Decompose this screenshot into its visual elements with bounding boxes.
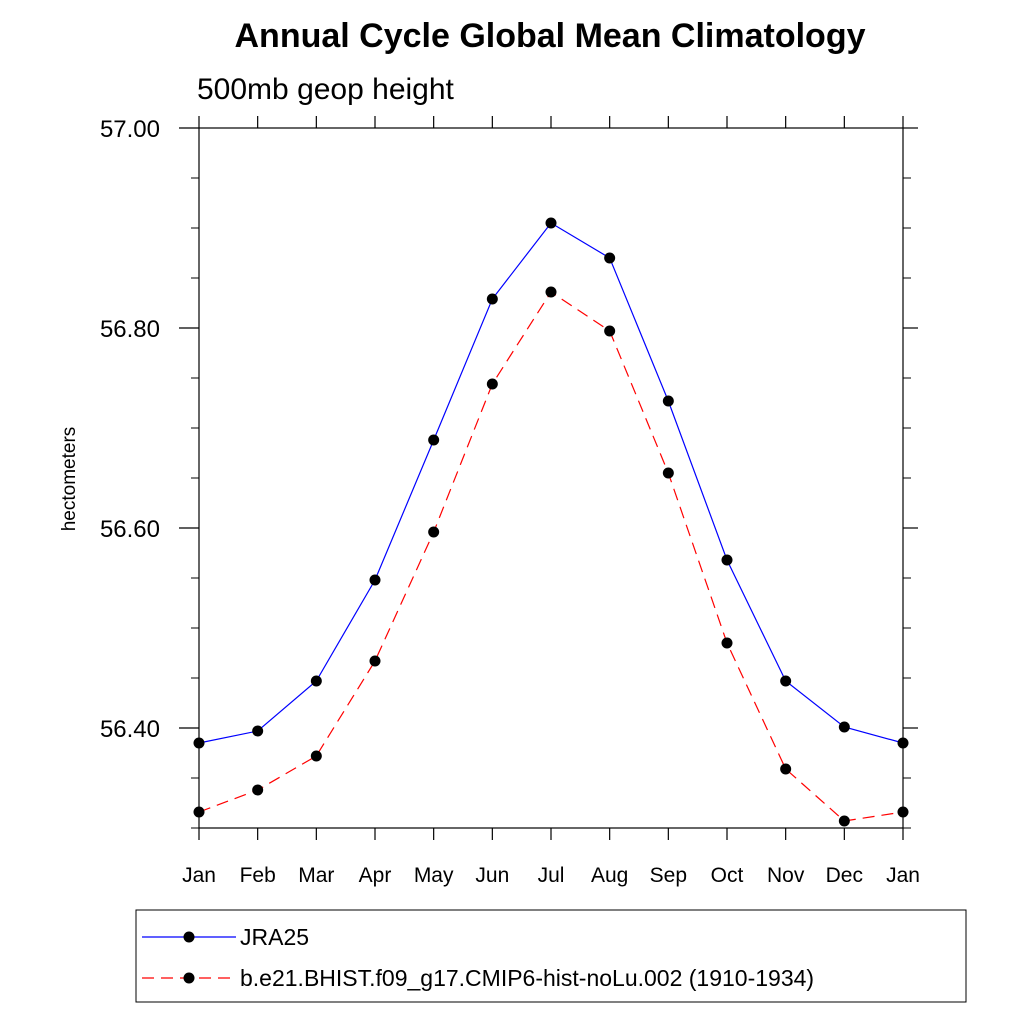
x-tick-label: Jul [538, 864, 565, 887]
data-point-series-0 [838, 721, 850, 733]
axis-ticks [179, 116, 918, 840]
y-tick-labels: 56.40 56.60 56.80 57.00 [100, 116, 160, 743]
x-tick-label: Nov [767, 864, 805, 887]
data-point-series-1 [721, 637, 733, 649]
legend-label-model: b.e21.BHIST.f09_g17.CMIP6-hist-noLu.002 … [240, 965, 814, 991]
data-point-series-0 [369, 574, 381, 586]
y-tick-label: 56.40 [100, 716, 160, 743]
x-tick-label: Dec [826, 864, 863, 887]
data-point-series-1 [838, 815, 850, 827]
data-point-series-1 [252, 784, 264, 796]
y-tick-label: 57.00 [100, 116, 160, 143]
data-point-series-0 [721, 554, 733, 566]
data-point-series-0 [780, 675, 792, 687]
data-point-series-1 [193, 806, 205, 818]
plot-frame [198, 127, 904, 829]
data-point-series-0 [310, 675, 322, 687]
series-lines [198, 222, 904, 822]
data-point-series-0 [486, 293, 498, 305]
x-tick-label: Jun [475, 864, 509, 887]
data-point-series-0 [897, 737, 909, 749]
y-tick-label: 56.80 [100, 316, 160, 343]
data-point-series-0 [428, 434, 440, 446]
data-point-series-1 [486, 378, 498, 390]
data-point-series-1 [369, 655, 381, 667]
data-point-series-1 [428, 526, 440, 538]
x-tick-label: Aug [591, 864, 628, 887]
series-points [193, 217, 909, 827]
y-axis-label: hectometers [59, 427, 80, 532]
x-tick-label: Oct [711, 864, 744, 887]
data-point-series-0 [662, 395, 674, 407]
legend: JRA25 b.e21.BHIST.f09_g17.CMIP6-hist-noL… [135, 909, 967, 1003]
x-tick-label: Mar [298, 864, 334, 887]
data-point-series-1 [662, 467, 674, 479]
legend-marker-jra25 [183, 931, 195, 943]
chart-subtitle: 500mb geop height [197, 73, 455, 106]
x-tick-label: May [414, 864, 454, 887]
legend-marker-model [183, 972, 195, 984]
data-point-series-1 [604, 325, 616, 337]
data-point-series-1 [897, 806, 909, 818]
series-line-0 [198, 222, 904, 744]
x-tick-label: Feb [240, 864, 276, 887]
x-tick-label: Sep [650, 864, 687, 887]
series-line-1 [198, 291, 904, 822]
data-point-series-1 [780, 763, 792, 775]
x-tick-labels: Jan Feb Mar Apr May Jun Jul Aug Sep Oct Nov Dec Jan [182, 864, 920, 887]
data-point-series-0 [545, 217, 557, 229]
data-point-series-0 [252, 725, 264, 737]
y-tick-label: 56.60 [100, 516, 160, 543]
x-tick-label: Jan [182, 864, 216, 887]
legend-box [135, 909, 967, 1003]
data-point-series-0 [193, 737, 205, 749]
x-tick-label: Apr [359, 864, 392, 887]
data-point-series-1 [310, 750, 322, 762]
data-point-series-1 [545, 286, 557, 298]
chart-title: Annual Cycle Global Mean Climatology [235, 17, 866, 55]
legend-label-jra25: JRA25 [240, 924, 309, 950]
x-tick-label: Jan [886, 864, 920, 887]
data-point-series-0 [604, 252, 616, 264]
